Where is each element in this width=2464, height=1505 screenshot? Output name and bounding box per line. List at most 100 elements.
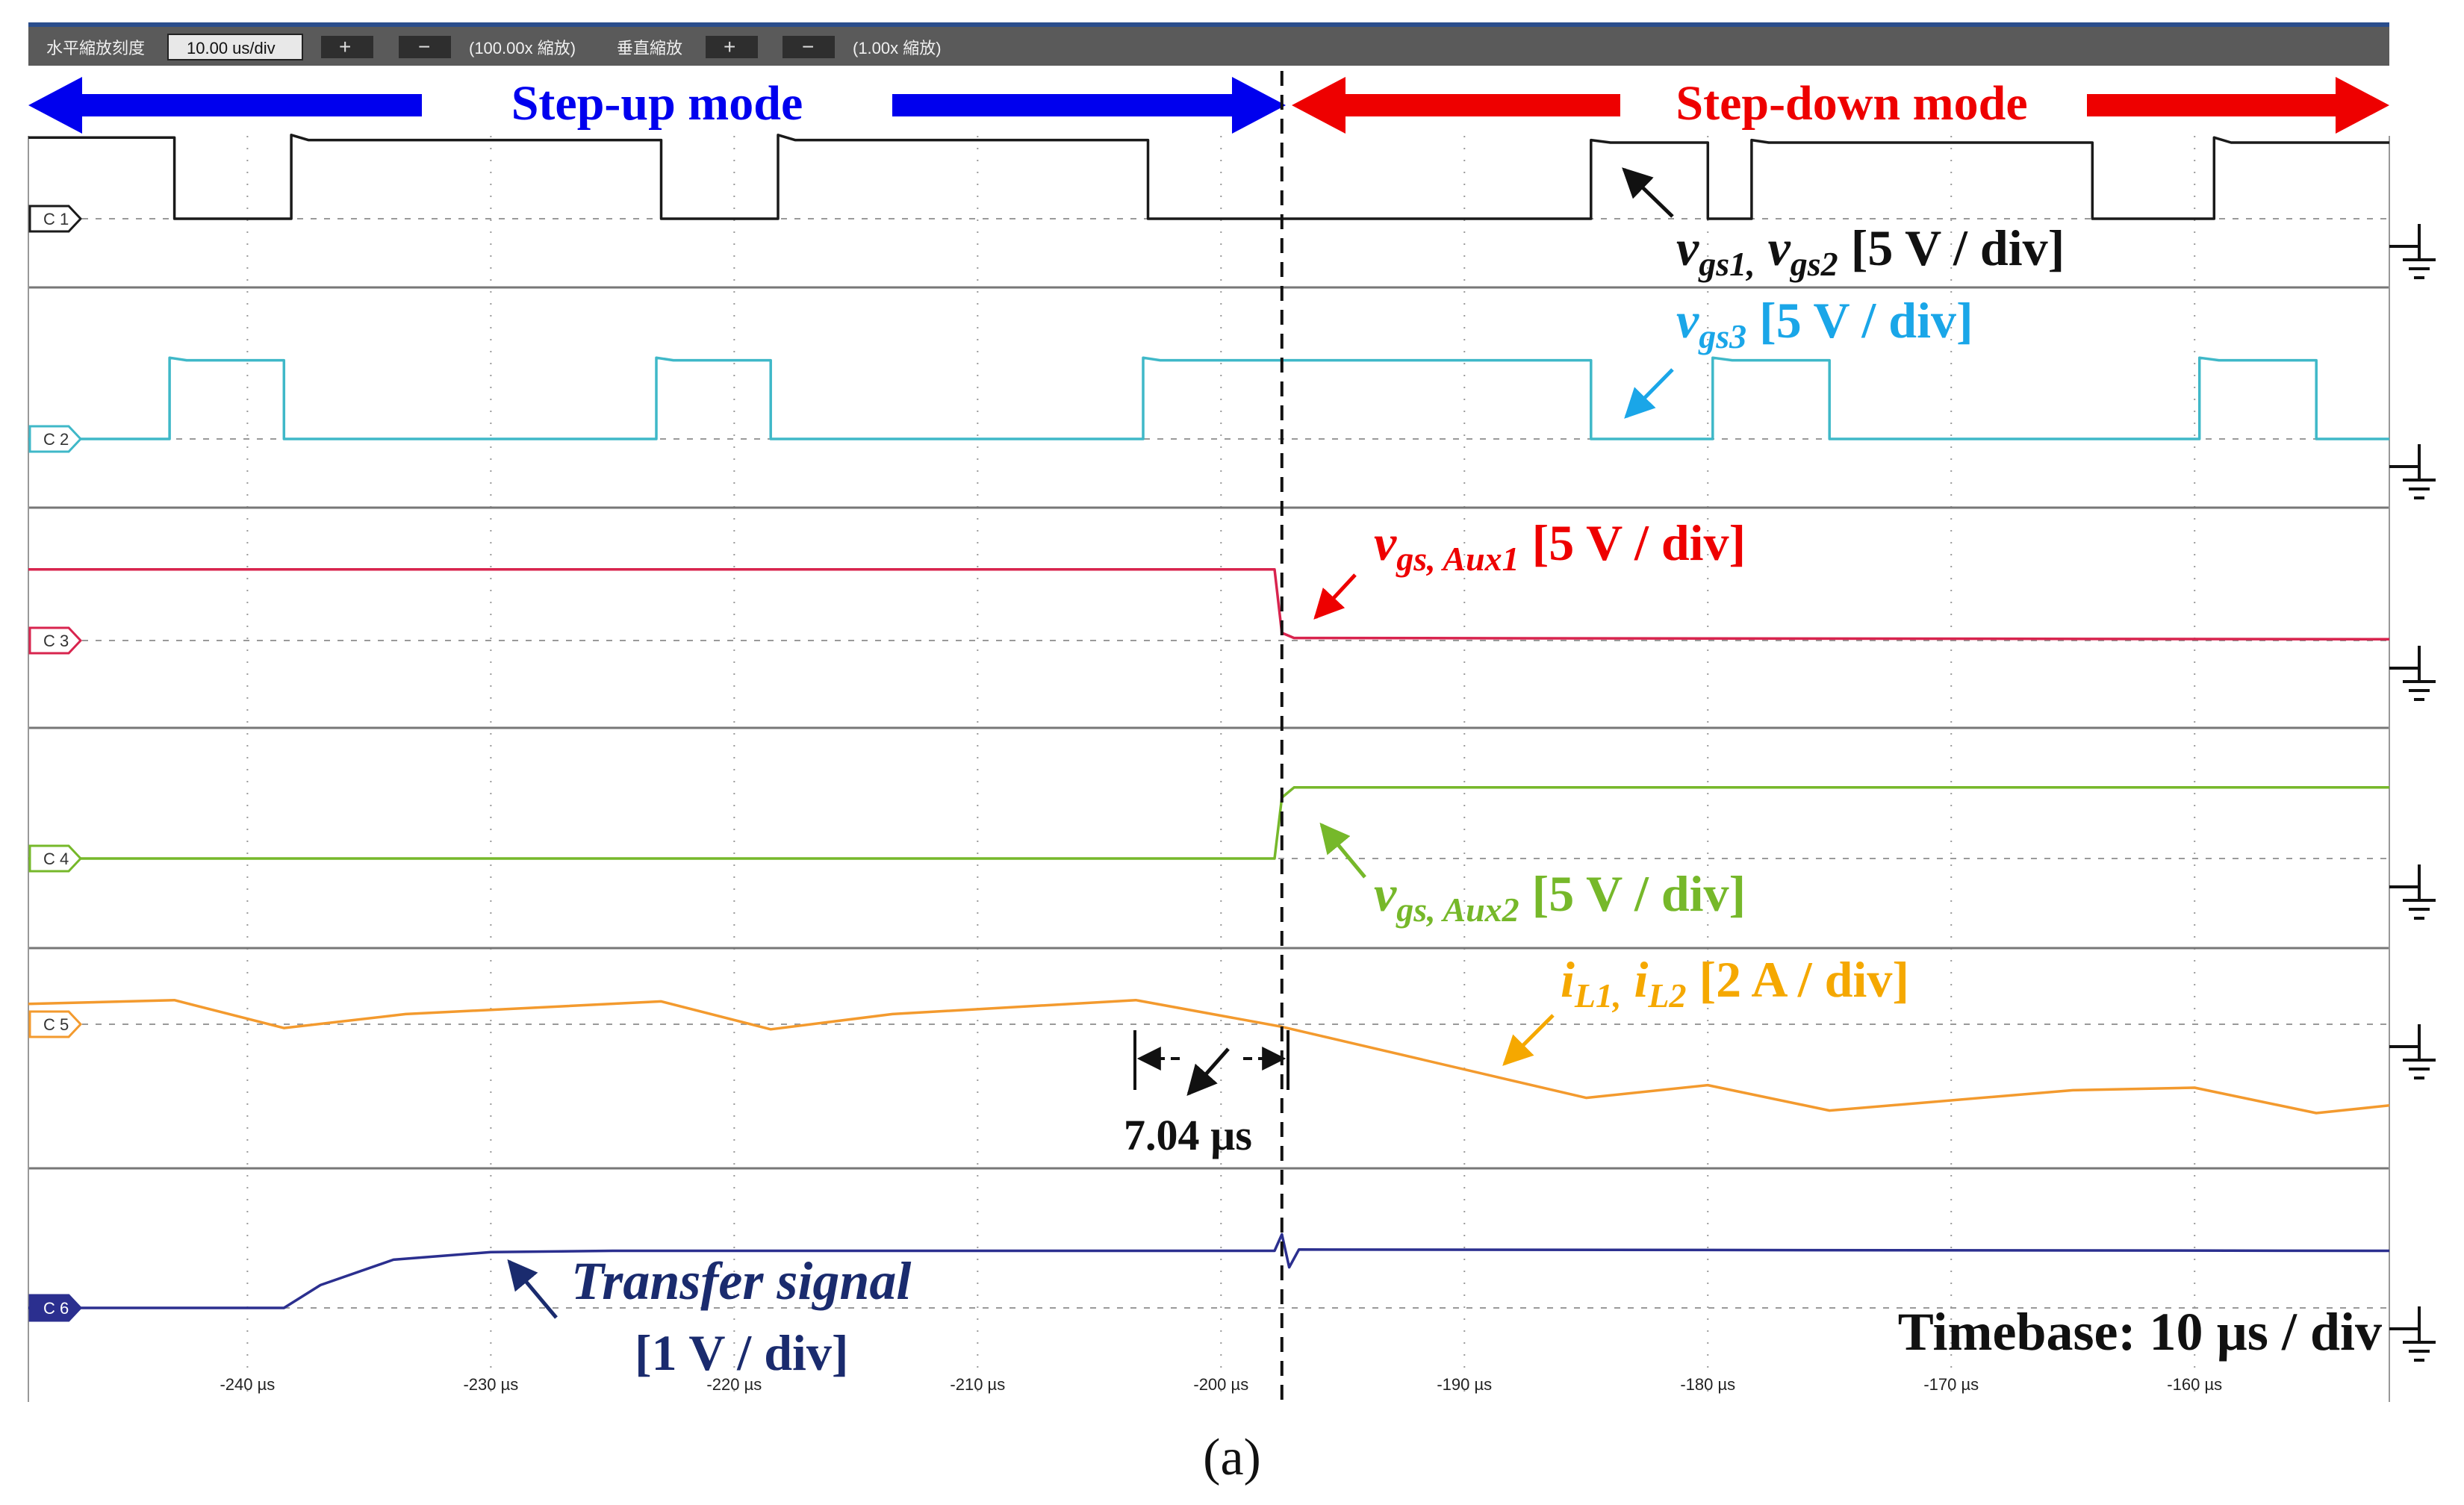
- channel-marker-text: C 3: [43, 632, 69, 650]
- trace-c4: [28, 786, 2389, 860]
- c2-label-main: v: [1676, 292, 1699, 349]
- channel-marker-text: C 6: [43, 1299, 69, 1318]
- c5-pointer-arrow: [1502, 1014, 1555, 1066]
- c3-label: vgs, Aux1 [5 V / div]: [1374, 514, 1746, 578]
- c5-label-sub1: L1,: [1574, 976, 1622, 1015]
- c6-annotation: Transfer signal [1 V / div]: [507, 1251, 911, 1381]
- c2-label: vgs3 [5 V / div]: [1676, 292, 1973, 355]
- v-zoom-plus-button[interactable]: [706, 36, 758, 58]
- c4-label-sub1: gs, Aux2: [1396, 891, 1519, 929]
- dt-annotation: 7.04 µs: [1124, 1030, 1289, 1159]
- c3-pointer-arrow: [1313, 573, 1357, 620]
- v-zoom-minus-button[interactable]: [783, 36, 835, 58]
- channel-markers: C 1 C 2 C 3 C 4 C 5 C 6: [28, 205, 83, 1322]
- channel-marker-c6[interactable]: C 6: [28, 1294, 83, 1322]
- x-tick-label: -170 µs: [1923, 1375, 1979, 1394]
- c6-label-main: Transfer signal: [571, 1251, 911, 1311]
- plus-icon: +: [339, 35, 351, 58]
- ground-icon: [2389, 1024, 2436, 1079]
- x-tick-label: -190 µs: [1437, 1375, 1492, 1394]
- c5-label-mid: i: [1622, 951, 1649, 1008]
- channel-marker-text: C 4: [43, 850, 69, 868]
- trace-c3: [28, 568, 2390, 641]
- dt-label: 7.04 µs: [1124, 1111, 1252, 1159]
- x-tick-label: -220 µs: [706, 1375, 762, 1394]
- channel-marker-text: C 2: [43, 430, 69, 449]
- c5-annotation: iL1, iL2 [2 A / div]: [1502, 951, 1909, 1066]
- step-up-label: Step-up mode: [511, 76, 803, 131]
- c1-annotation: vgs1, vgs2 [5 V / div]: [1622, 167, 2065, 283]
- c1-label-sub1: gs1,: [1698, 245, 1755, 283]
- minus-icon: −: [802, 35, 814, 58]
- channel-marker-c4[interactable]: C 4: [28, 844, 83, 873]
- ground-symbols: [2389, 224, 2436, 1362]
- c4-pointer-arrow: [1319, 822, 1366, 879]
- grid: [28, 136, 2390, 1402]
- x-tick-label: -240 µs: [220, 1375, 275, 1394]
- scope-toolbar: 水平縮放刻度 10.00 us/div + − (100.00x 縮放) 垂直縮…: [28, 22, 2389, 66]
- c4-label-main: v: [1374, 865, 1397, 922]
- c2-label-sub1: gs3: [1698, 317, 1746, 355]
- trace-c2: [28, 356, 2389, 440]
- ground-icon: [2389, 646, 2436, 701]
- v-zoom-factor: (1.00x 縮放): [853, 39, 942, 57]
- step-down-arrow-left: [1292, 77, 1620, 134]
- trace-c6: [28, 1233, 2390, 1309]
- c5-label-sub2: L2: [1647, 976, 1686, 1015]
- c1-label-sub2: gs2: [1790, 245, 1838, 283]
- ground-icon: [2389, 1306, 2436, 1362]
- timebase-field-value: 10.00 us/div: [187, 39, 276, 57]
- h-zoom-minus-button[interactable]: [399, 36, 451, 58]
- x-axis-ticks: -240 µs -230 µs -220 µs -210 µs -200 µs -190 …: [220, 1375, 2222, 1394]
- c6-label-scale: [1 V / div]: [635, 1324, 849, 1381]
- x-tick-label: -230 µs: [463, 1375, 518, 1394]
- x-tick-label: -160 µs: [2167, 1375, 2222, 1394]
- c1-label-main: v: [1676, 219, 1699, 276]
- c4-label-scale: [5 V / div]: [1519, 865, 1746, 922]
- c5-label: iL1, iL2 [2 A / div]: [1561, 951, 1909, 1015]
- c1-label-scale: [5 V / div]: [1838, 219, 2065, 276]
- timebase-field[interactable]: [167, 34, 303, 60]
- c6-pointer-arrow: [507, 1259, 558, 1319]
- c3-label-scale: [5 V / div]: [1519, 514, 1746, 571]
- channel-marker-c2[interactable]: C 2: [28, 425, 83, 453]
- c1-label-mid: v: [1755, 219, 1791, 276]
- c4-label: vgs, Aux2 [5 V / div]: [1374, 865, 1746, 929]
- c3-label-sub1: gs, Aux1: [1396, 540, 1519, 578]
- channel-marker-c1[interactable]: C 1: [28, 205, 83, 233]
- step-down-arrow-right: [2087, 77, 2389, 134]
- plus-icon: +: [724, 35, 735, 58]
- ground-icon: [2389, 224, 2436, 279]
- h-zoom-plus-button[interactable]: [321, 36, 373, 58]
- dt-pointer-arrow: [1186, 1047, 1230, 1096]
- c1-pointer-arrow: [1622, 167, 1674, 218]
- c5-label-main: i: [1561, 951, 1575, 1008]
- x-tick-label: -210 µs: [950, 1375, 1005, 1394]
- step-up-arrow-right: [892, 77, 1286, 134]
- step-down-label: Step-down mode: [1676, 76, 2027, 131]
- c2-annotation: vgs3 [5 V / div]: [1624, 292, 1973, 419]
- c2-label-scale: [5 V / div]: [1746, 292, 1973, 349]
- mode-banner: Step-up mode Step-down mode: [28, 76, 2389, 134]
- channel-marker-c3[interactable]: C 3: [28, 626, 83, 655]
- c3-annotation: vgs, Aux1 [5 V / div]: [1313, 514, 1746, 620]
- ground-icon: [2389, 864, 2436, 920]
- c4-annotation: vgs, Aux2 [5 V / div]: [1319, 822, 1746, 929]
- v-zoom-label: 垂直縮放: [617, 39, 682, 57]
- channel-marker-c5[interactable]: C 5: [28, 1010, 83, 1038]
- channel-marker-text: C 1: [43, 210, 69, 228]
- step-up-arrow-left: [28, 77, 422, 134]
- trace-c5: [28, 998, 2390, 1115]
- c1-label: vgs1, vgs2 [5 V / div]: [1676, 219, 2065, 283]
- c2-pointer-arrow: [1624, 368, 1674, 419]
- h-zoom-label: 水平縮放刻度: [46, 39, 145, 57]
- timebase-label: Timebase: 10 µs / div: [1898, 1302, 2382, 1362]
- c3-label-main: v: [1374, 514, 1397, 571]
- ground-icon: [2389, 444, 2436, 499]
- minus-icon: −: [418, 35, 430, 58]
- figure-caption: (a): [1203, 1429, 1261, 1486]
- x-tick-label: -200 µs: [1193, 1375, 1248, 1394]
- channel-marker-text: C 5: [43, 1015, 69, 1034]
- x-tick-label: -180 µs: [1680, 1375, 1735, 1394]
